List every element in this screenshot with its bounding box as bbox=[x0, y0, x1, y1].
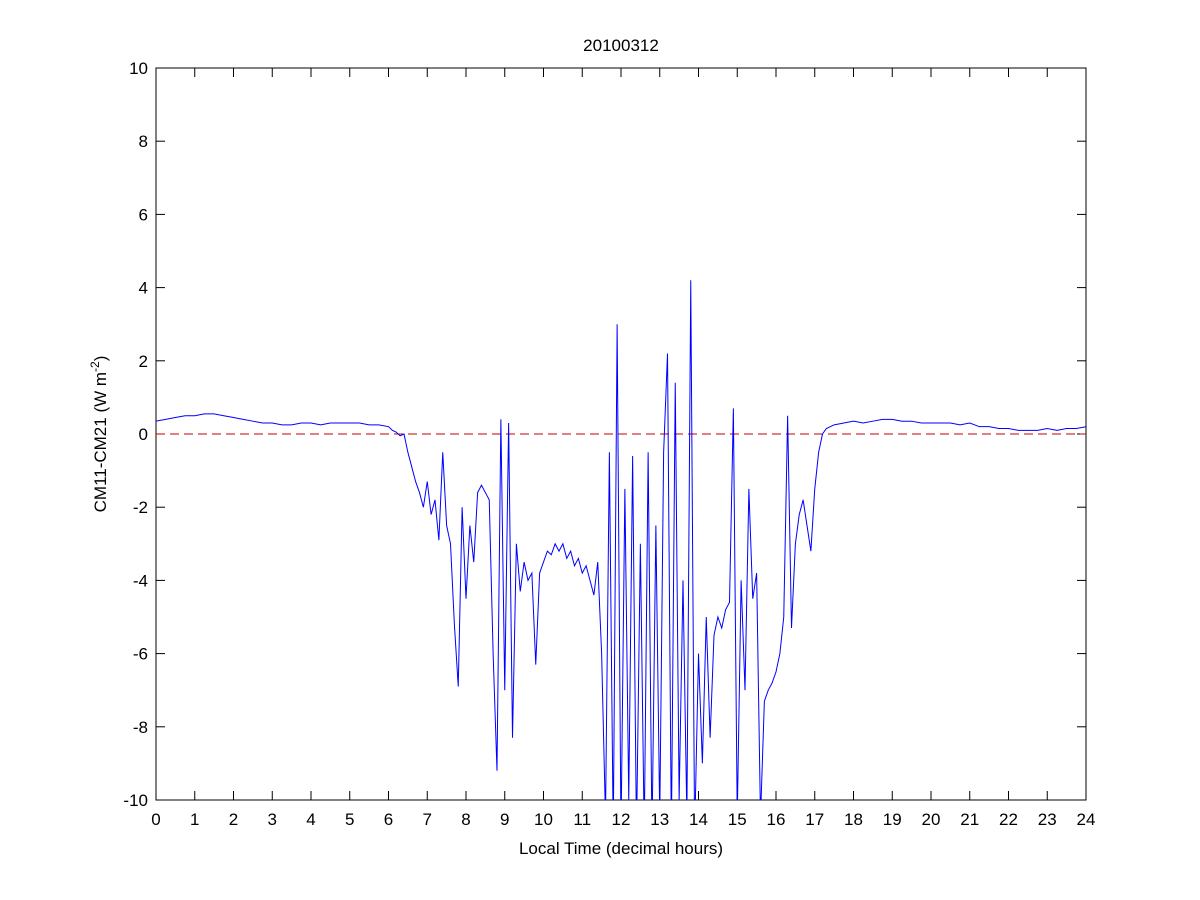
x-tick-label: 7 bbox=[423, 810, 432, 829]
y-tick-label: -6 bbox=[133, 645, 148, 664]
x-tick-label: 22 bbox=[999, 810, 1018, 829]
x-tick-label: 17 bbox=[805, 810, 824, 829]
x-axis-label: Local Time (decimal hours) bbox=[519, 839, 723, 858]
y-tick-label: 8 bbox=[139, 132, 148, 151]
y-tick-label: 0 bbox=[139, 425, 148, 444]
chart-title: 20100312 bbox=[583, 36, 659, 55]
x-tick-label: 8 bbox=[461, 810, 470, 829]
x-tick-label: 10 bbox=[534, 810, 553, 829]
x-tick-label: 1 bbox=[190, 810, 199, 829]
y-tick-label: -4 bbox=[133, 571, 148, 590]
y-tick-label: 6 bbox=[139, 205, 148, 224]
y-tick-label: -10 bbox=[123, 791, 148, 810]
y-tick-label: 10 bbox=[129, 59, 148, 78]
x-tick-label: 16 bbox=[767, 810, 786, 829]
data-line bbox=[156, 280, 1086, 800]
x-tick-label: 12 bbox=[612, 810, 631, 829]
x-tick-label: 18 bbox=[844, 810, 863, 829]
x-tick-label: 2 bbox=[229, 810, 238, 829]
x-tick-label: 13 bbox=[650, 810, 669, 829]
y-tick-label: -2 bbox=[133, 498, 148, 517]
x-tick-label: 14 bbox=[689, 810, 708, 829]
y-label-main: CM11-CM21 (W m bbox=[91, 372, 110, 512]
x-tick-label: 20 bbox=[922, 810, 941, 829]
y-label-sup: -2 bbox=[88, 361, 102, 372]
x-tick-label: 6 bbox=[384, 810, 393, 829]
y-tick-label: -8 bbox=[133, 718, 148, 737]
y-tick-label: 4 bbox=[139, 279, 148, 298]
x-tick-label: 19 bbox=[883, 810, 902, 829]
x-tick-label: 15 bbox=[728, 810, 747, 829]
x-tick-label: 0 bbox=[151, 810, 160, 829]
x-tick-label: 11 bbox=[573, 810, 591, 829]
x-tick-label: 23 bbox=[1038, 810, 1057, 829]
x-tick-label: 24 bbox=[1077, 810, 1096, 829]
x-tick-label: 9 bbox=[500, 810, 509, 829]
y-label-end: ) bbox=[91, 356, 110, 362]
x-tick-label: 21 bbox=[960, 810, 979, 829]
x-tick-label: 3 bbox=[268, 810, 277, 829]
x-tick-label: 5 bbox=[345, 810, 354, 829]
y-axis-label: CM11-CM21 (W m-2) bbox=[88, 356, 110, 513]
y-tick-label: 2 bbox=[139, 352, 148, 371]
plot-layer bbox=[156, 280, 1086, 800]
x-tick-label: 4 bbox=[306, 810, 315, 829]
